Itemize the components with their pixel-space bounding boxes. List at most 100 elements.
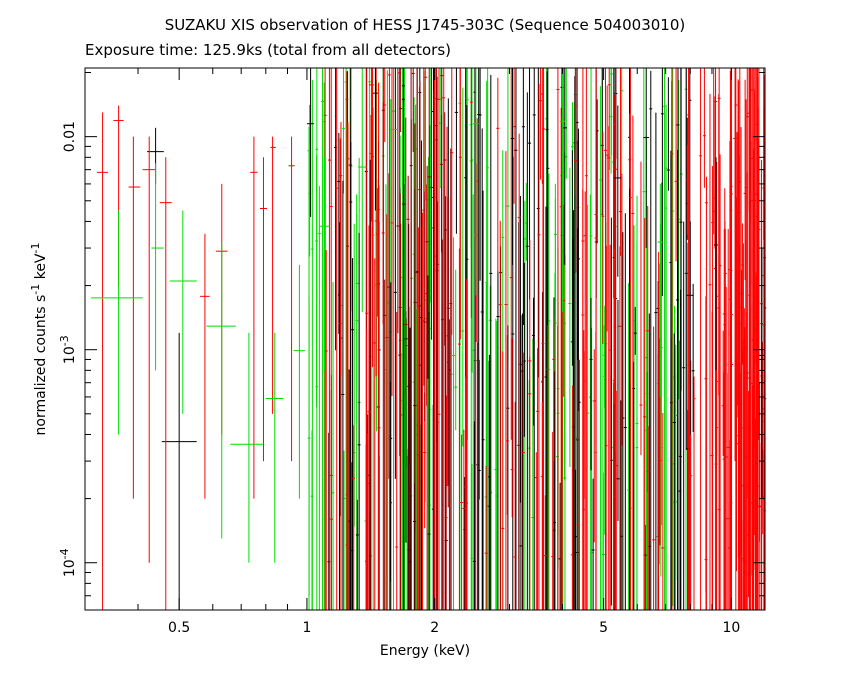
error-bar-bg-2-125 (484, 465, 488, 610)
error-bar-bg-2-83 (387, 68, 391, 610)
error-bar-bg-2-101 (464, 376, 468, 610)
error-bar-bg-2-70 (345, 281, 349, 599)
error-bar-bg-2-90 (373, 258, 377, 610)
data-point-s1-7 (250, 136, 258, 499)
error-bar-bg-1-59 (676, 68, 680, 610)
error-bar-bg-1-35 (682, 221, 686, 610)
error-bar-bg-2-49 (458, 68, 462, 340)
error-bar-bg-0-140 (368, 68, 372, 610)
error-bar-bg-1-23 (514, 68, 518, 610)
data-point-s2-4 (230, 332, 264, 563)
chart-subtitle: Exposure time: 125.9ks (total from all d… (85, 41, 452, 59)
error-bar-bg-0-41 (506, 68, 510, 363)
error-bar-bg-3-21 (440, 68, 444, 610)
error-bar-bg-2-122 (536, 348, 540, 610)
x-tick-label-2: 2 (430, 620, 439, 636)
error-bar-bg-0-101 (331, 282, 335, 610)
y-tick-label-2: 0.01 (62, 121, 78, 152)
data-point-s2-7 (319, 157, 330, 371)
error-bar-bg-2-130 (329, 374, 333, 610)
error-bar-bg-2-135 (607, 126, 611, 610)
error-bar-bg-3-20 (418, 81, 422, 610)
error-bar-bg-4-61 (735, 132, 739, 418)
error-bar-bg-2-134 (504, 151, 508, 610)
error-bar-bg-2-96 (692, 376, 696, 610)
x-tick-label-0: 0.5 (168, 620, 190, 636)
error-bar-bg-4-108 (756, 68, 760, 610)
error-bar-bg-1-38 (691, 283, 695, 433)
data-point-s1-9 (270, 136, 276, 414)
data-point-s0-5 (510, 68, 515, 265)
error-bar-bg-2-60 (576, 359, 580, 610)
data-point-s2-8 (358, 68, 367, 313)
y-tick-label-0: 10-4 (58, 548, 78, 577)
error-bar-bg-3-29 (435, 76, 439, 610)
data-layer (91, 68, 767, 610)
data-point-s2-5 (265, 332, 284, 563)
error-bar-bg-3-6 (381, 68, 385, 610)
error-bar-bg-4-106 (751, 276, 755, 604)
error-bar-bg-4-109 (747, 68, 751, 212)
error-bar-bg-1-115 (679, 68, 683, 610)
error-bar-bg-1-72 (532, 68, 536, 610)
error-bar-bg-1-75 (531, 297, 535, 426)
y-axis-label: normalized counts s-1 keV-1 (29, 243, 49, 436)
error-bar-bg-4-76 (740, 269, 744, 414)
error-bar-bg-3-11 (415, 68, 419, 309)
error-bar-bg-2-15 (670, 68, 674, 610)
data-point-s1-4 (159, 157, 172, 610)
error-bar-bg-0-147 (598, 86, 602, 610)
error-bar-bg-2-98 (323, 68, 327, 610)
error-bar-bg-2-131 (498, 220, 502, 610)
error-bar-bg-1-63 (348, 68, 352, 610)
error-bar-bg-0-112 (307, 126, 311, 610)
data-point-s2-9 (390, 68, 398, 286)
error-bar-bg-3-23 (427, 68, 431, 610)
error-bar-bg-3-10 (432, 90, 436, 610)
error-bar-bg-1-92 (351, 258, 355, 610)
error-bar-bg-3-27 (430, 68, 434, 340)
data-point-s0-4 (454, 68, 459, 234)
error-bar-bg-1-125 (480, 128, 484, 610)
error-bar-bg-2-126 (437, 216, 441, 610)
error-bar-bg-1-104 (649, 70, 653, 610)
y-tick-1: 10-3 (58, 335, 765, 364)
error-bar-bg-2-13 (643, 217, 647, 610)
error-bar-bg-3-15 (411, 68, 415, 152)
x-tick-2: 2 (430, 68, 439, 636)
error-bar-bg-0-74 (317, 186, 321, 610)
data-point-s1-14 (745, 68, 749, 499)
error-bar-bg-3-16 (398, 193, 402, 610)
error-bar-bg-1-51 (572, 210, 576, 610)
error-bar-bg-2-133 (581, 68, 585, 610)
error-bar-bg-2-103 (538, 68, 542, 180)
error-bar-bg-3-26 (447, 319, 451, 610)
error-bar-bg-0-94 (642, 68, 646, 610)
data-point-s2-3 (206, 242, 236, 539)
data-point-s0-6 (562, 68, 568, 265)
error-bar-bg-2-118 (338, 138, 342, 377)
error-bar-bg-3-9 (406, 175, 410, 610)
data-point-s0-7 (614, 105, 622, 277)
data-point-s0-10 (714, 157, 719, 371)
error-bar-bg-2-22 (552, 318, 556, 460)
error-bar-bg-1-15 (506, 325, 510, 610)
x-tick-4: 10 (722, 68, 740, 636)
error-bar-bg-1-86 (357, 232, 361, 610)
error-bar-bg-1-30 (600, 68, 604, 216)
data-point-s0-11 (758, 248, 765, 499)
error-bar-bg-1-12 (591, 478, 595, 610)
error-bar-bg-1-39 (544, 206, 548, 610)
error-bar-bg-0-66 (461, 87, 465, 447)
error-bar-bg-4-95 (748, 71, 752, 405)
data-point-s1-0 (96, 112, 109, 610)
error-bar-bg-2-48 (501, 351, 505, 610)
error-bar-bg-4-103 (724, 286, 728, 610)
error-bar-bg-0-125 (590, 327, 594, 610)
error-bar-bg-2-9 (543, 495, 547, 610)
error-bar-bg-2-19 (442, 68, 446, 610)
error-bar-bg-3-28 (409, 68, 413, 610)
error-bar-bg-0-84 (310, 430, 314, 610)
data-point-s1-11 (368, 68, 375, 222)
